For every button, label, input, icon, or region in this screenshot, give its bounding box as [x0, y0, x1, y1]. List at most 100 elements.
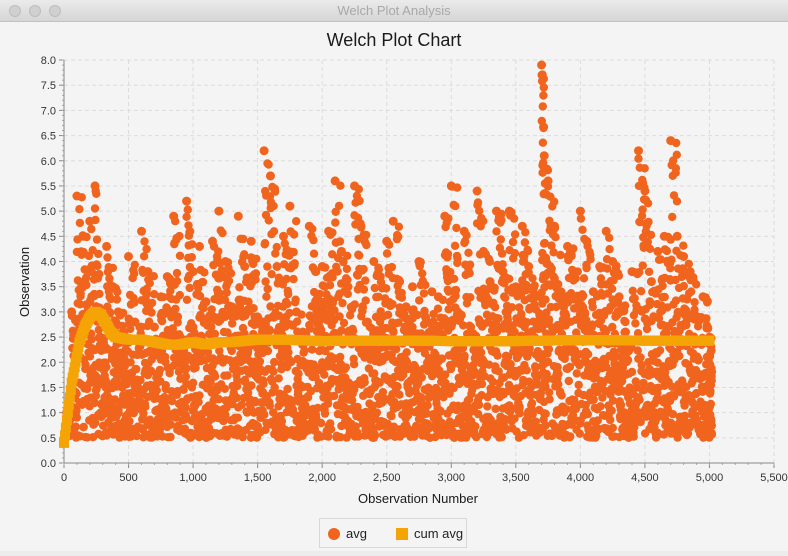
- avg-point: [479, 216, 488, 226]
- avg-point: [72, 191, 82, 201]
- avg-point: [464, 248, 473, 257]
- avg-point: [326, 425, 336, 434]
- avg-point: [269, 201, 278, 211]
- avg-point: [509, 214, 519, 223]
- avg-point: [307, 345, 317, 354]
- avg-point: [333, 267, 342, 276]
- avg-point: [459, 321, 468, 330]
- avg-point: [394, 318, 403, 327]
- avg-point: [317, 262, 327, 271]
- avg-point: [260, 410, 269, 419]
- zoom-window-button[interactable]: [49, 5, 61, 17]
- avg-point: [497, 249, 507, 258]
- avg-point: [175, 290, 184, 300]
- avg-point: [550, 221, 559, 231]
- avg-point: [361, 276, 370, 285]
- avg-point: [491, 404, 500, 413]
- avg-point: [397, 293, 407, 302]
- avg-point: [375, 378, 384, 387]
- avg-point: [375, 272, 385, 282]
- avg-point: [103, 253, 112, 262]
- avg-point: [476, 348, 486, 357]
- avg-point: [635, 268, 644, 277]
- cum-avg-point: [70, 357, 81, 368]
- avg-point: [263, 346, 273, 356]
- avg-point: [261, 277, 270, 286]
- avg-point: [106, 294, 116, 304]
- avg-point: [466, 322, 476, 332]
- avg-point: [182, 212, 191, 221]
- avg-point: [692, 312, 701, 322]
- avg-point: [452, 223, 461, 233]
- avg-point: [490, 283, 499, 292]
- avg-point: [540, 238, 549, 248]
- avg-point: [157, 317, 167, 326]
- avg-point: [399, 370, 408, 380]
- avg-point: [703, 324, 713, 333]
- x-tick-label: 4,000: [567, 472, 595, 484]
- avg-point: [83, 384, 92, 394]
- avg-point: [630, 294, 639, 303]
- avg-point: [208, 236, 217, 246]
- avg-point: [448, 360, 458, 369]
- avg-point: [541, 295, 550, 304]
- avg-point: [198, 277, 208, 287]
- minimize-window-button[interactable]: [29, 5, 41, 17]
- y-tick-label: 1.0: [41, 408, 56, 420]
- avg-point: [343, 282, 353, 292]
- avg-point: [207, 322, 216, 332]
- avg-point: [640, 164, 649, 173]
- avg-point: [337, 326, 346, 335]
- avg-point: [453, 307, 463, 317]
- avg-point: [194, 397, 203, 407]
- avg-point: [687, 287, 696, 296]
- avg-point: [188, 267, 198, 277]
- avg-point: [383, 310, 393, 319]
- avg-point: [603, 264, 612, 273]
- avg-point: [545, 388, 554, 397]
- avg-point: [666, 235, 675, 244]
- avg-point: [251, 275, 260, 284]
- avg-point: [132, 431, 141, 441]
- avg-point: [595, 262, 605, 271]
- avg-point: [139, 252, 149, 261]
- avg-point: [139, 409, 148, 418]
- avg-point: [614, 271, 624, 280]
- avg-point: [335, 312, 344, 321]
- avg-point: [505, 382, 515, 392]
- avg-point: [485, 257, 494, 266]
- avg-point: [320, 409, 330, 418]
- avg-point: [607, 406, 616, 415]
- avg-point: [394, 222, 404, 231]
- avg-point: [108, 282, 118, 292]
- avg-point: [646, 298, 655, 308]
- y-tick-label: 6.0: [41, 156, 56, 168]
- y-axis-label: Observation: [17, 247, 32, 317]
- avg-point: [187, 253, 196, 262]
- avg-point: [228, 319, 237, 328]
- avg-point: [290, 259, 299, 268]
- avg-point: [427, 371, 437, 381]
- close-window-button[interactable]: [9, 5, 21, 17]
- y-tick-label: 4.5: [41, 231, 56, 243]
- avg-point: [394, 232, 403, 241]
- avg-point: [335, 237, 345, 246]
- avg-point: [130, 317, 140, 327]
- avg-point: [449, 274, 459, 283]
- avg-point: [298, 327, 308, 337]
- cum-avg-point: [60, 422, 71, 433]
- avg-point: [110, 395, 120, 404]
- chart-area: Welch Plot Chart Observation Observation…: [0, 22, 788, 551]
- avg-point: [671, 296, 681, 305]
- avg-point: [283, 384, 292, 394]
- avg-point: [531, 417, 540, 426]
- avg-point: [472, 186, 482, 196]
- avg-point: [369, 257, 379, 266]
- avg-point: [451, 201, 460, 211]
- avg-point: [672, 197, 682, 206]
- avg-point: [433, 292, 443, 302]
- avg-point: [370, 369, 379, 378]
- avg-point: [102, 241, 112, 251]
- avg-point: [237, 400, 246, 410]
